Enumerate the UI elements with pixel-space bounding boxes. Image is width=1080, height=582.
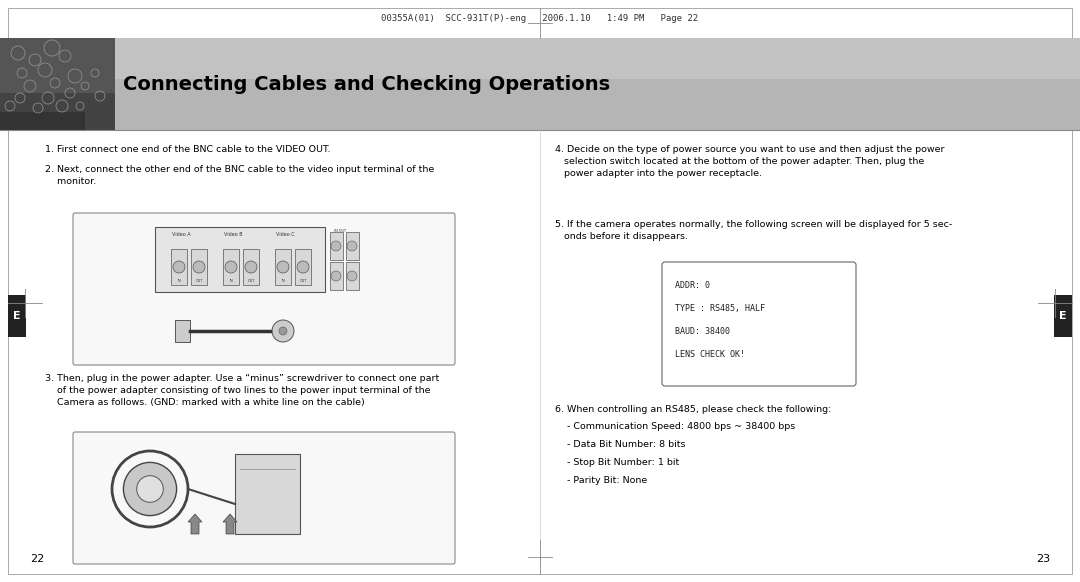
Text: 22: 22 xyxy=(30,554,44,564)
Bar xyxy=(346,262,359,290)
Bar xyxy=(295,249,311,285)
Text: 5. If the camera operates normally, the following screen will be displayed for 5: 5. If the camera operates normally, the … xyxy=(555,220,953,241)
Bar xyxy=(156,227,325,292)
Text: IN: IN xyxy=(229,279,233,283)
Bar xyxy=(175,320,190,342)
Circle shape xyxy=(330,271,341,281)
Circle shape xyxy=(225,261,237,273)
Circle shape xyxy=(245,261,257,273)
Text: LENS CHECK OK!: LENS CHECK OK! xyxy=(675,350,745,359)
FancyBboxPatch shape xyxy=(662,262,856,386)
Bar xyxy=(171,249,187,285)
Text: IN OUT: IN OUT xyxy=(334,229,346,233)
Circle shape xyxy=(123,463,177,516)
FancyBboxPatch shape xyxy=(73,213,455,365)
Circle shape xyxy=(173,261,185,273)
Bar xyxy=(222,249,239,285)
Bar xyxy=(275,249,291,285)
Bar xyxy=(8,295,26,337)
Text: 3. Then, plug in the power adapter. Use a “minus” screwdriver to connect one par: 3. Then, plug in the power adapter. Use … xyxy=(45,374,440,407)
Bar xyxy=(191,249,207,285)
Text: 2. Next, connect the other end of the BNC cable to the video input terminal of t: 2. Next, connect the other end of the BN… xyxy=(45,165,434,186)
Text: E: E xyxy=(1059,311,1067,321)
Text: 1. First connect one end of the BNC cable to the VIDEO OUT.: 1. First connect one end of the BNC cabl… xyxy=(45,145,330,154)
Circle shape xyxy=(347,271,357,281)
Text: IN: IN xyxy=(177,279,180,283)
Bar xyxy=(235,454,300,534)
Text: BAUD: 38400: BAUD: 38400 xyxy=(675,327,730,336)
Circle shape xyxy=(272,320,294,342)
Text: Video A: Video A xyxy=(172,232,190,237)
Text: Connecting Cables and Checking Operations: Connecting Cables and Checking Operation… xyxy=(123,74,610,94)
Circle shape xyxy=(279,327,287,335)
Text: E: E xyxy=(13,311,21,321)
Circle shape xyxy=(193,261,205,273)
Bar xyxy=(0,112,85,130)
FancyArrow shape xyxy=(222,514,237,534)
Circle shape xyxy=(137,475,163,502)
Bar xyxy=(346,232,359,260)
Bar xyxy=(0,38,114,130)
Bar xyxy=(0,38,1080,130)
Text: 6. When controlling an RS485, please check the following:: 6. When controlling an RS485, please che… xyxy=(555,405,832,414)
Text: - Parity Bit: None: - Parity Bit: None xyxy=(567,476,647,485)
Circle shape xyxy=(330,241,341,251)
Text: OUT: OUT xyxy=(195,279,203,283)
Text: Video C: Video C xyxy=(275,232,295,237)
Text: - Stop Bit Number: 1 bit: - Stop Bit Number: 1 bit xyxy=(567,458,679,467)
Bar xyxy=(0,38,1080,79)
Circle shape xyxy=(297,261,309,273)
Text: OUT: OUT xyxy=(247,279,255,283)
Bar xyxy=(243,249,259,285)
FancyArrow shape xyxy=(188,514,202,534)
Text: OUT: OUT xyxy=(299,279,307,283)
FancyBboxPatch shape xyxy=(73,432,455,564)
Text: 4. Decide on the type of power source you want to use and then adjust the power
: 4. Decide on the type of power source yo… xyxy=(555,145,945,178)
Bar xyxy=(0,93,114,130)
Text: 00355A(01)  SCC-931T(P)-eng   2006.1.10   1:49 PM   Page 22: 00355A(01) SCC-931T(P)-eng 2006.1.10 1:4… xyxy=(381,14,699,23)
Text: 23: 23 xyxy=(1036,554,1050,564)
Bar xyxy=(1054,295,1072,337)
Text: - Communication Speed: 4800 bps ~ 38400 bps: - Communication Speed: 4800 bps ~ 38400 … xyxy=(567,422,795,431)
Text: IN: IN xyxy=(281,279,285,283)
Text: TYPE : RS485, HALF: TYPE : RS485, HALF xyxy=(675,304,765,313)
Text: ADDR: 0: ADDR: 0 xyxy=(675,281,710,290)
Circle shape xyxy=(276,261,289,273)
Text: - Data Bit Number: 8 bits: - Data Bit Number: 8 bits xyxy=(567,440,686,449)
Bar xyxy=(330,232,343,260)
Text: Video B: Video B xyxy=(224,232,242,237)
Bar xyxy=(330,262,343,290)
Circle shape xyxy=(347,241,357,251)
